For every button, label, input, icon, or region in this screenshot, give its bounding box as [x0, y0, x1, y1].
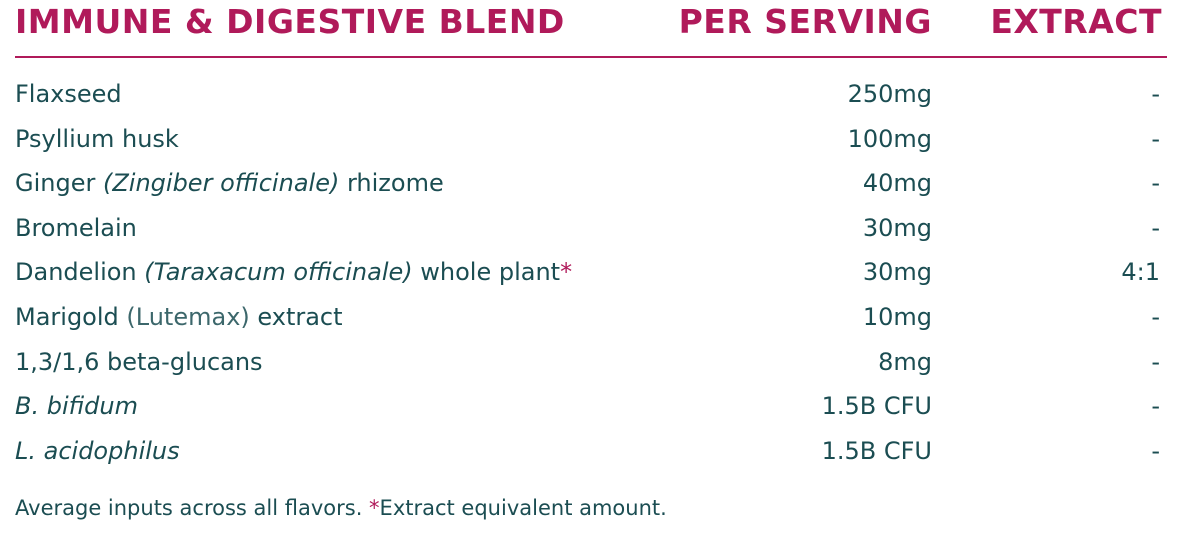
text-segment: Extract equivalent amount.: [379, 496, 667, 520]
text-segment: Bromelain: [15, 213, 137, 242]
per-serving: 250mg: [847, 80, 932, 108]
text-segment: (Taraxacum officinale): [144, 258, 413, 287]
extract-ratio: -: [1151, 169, 1160, 198]
ingredient-row: L. acidophilus 1.5B CFU -: [0, 437, 1200, 481]
header-rule: [15, 56, 1167, 58]
ingredient-row: B. bifidum 1.5B CFU -: [0, 392, 1200, 436]
header-extract: EXTRACT: [990, 2, 1162, 41]
ingredient-row: Flaxseed 250mg -: [0, 80, 1200, 124]
extract-ratio: 4:1: [1121, 258, 1160, 287]
text-segment: whole plant: [412, 258, 561, 287]
ingredient-row: Dandelion (Taraxacum officinale) whole p…: [0, 258, 1200, 302]
extract-ratio: -: [1151, 392, 1160, 421]
header-title: IMMUNE & DIGESTIVE BLEND: [15, 2, 565, 41]
extract-ratio: -: [1151, 213, 1160, 242]
text-segment: Marigold: [15, 303, 127, 331]
per-serving: 8mg: [878, 347, 932, 376]
per-serving: 30mg: [862, 258, 932, 287]
ingredient-name: Flaxseed: [15, 80, 122, 108]
text-segment: Dandelion: [15, 258, 145, 287]
text-segment: Ginger: [15, 169, 103, 198]
text-segment: rhizome: [339, 169, 444, 198]
text-segment: Flaxseed: [15, 80, 122, 108]
per-serving: 1.5B CFU: [821, 392, 932, 421]
ingredient-row: 1,3/1,6 beta-glucans 8mg -: [0, 348, 1200, 392]
text-segment: Psyllium husk: [15, 124, 179, 153]
text-segment: Average inputs across all flavors.: [15, 496, 370, 520]
ingredient-row: Marigold (Lutemax) extract 10mg -: [0, 303, 1200, 347]
text-segment: (Zingiber officinale): [102, 169, 340, 198]
extract-ratio: -: [1151, 80, 1160, 108]
ingredient-row: Bromelain 30mg -: [0, 214, 1200, 258]
per-serving: 10mg: [862, 303, 932, 331]
ingredient-row: Psyllium husk 100mg -: [0, 125, 1200, 169]
ingredient-name: Bromelain: [15, 214, 137, 242]
per-serving: 100mg: [847, 124, 932, 153]
per-serving: 40mg: [862, 169, 932, 198]
ingredient-name: 1,3/1,6 beta-glucans: [15, 348, 263, 376]
text-segment: 1,3/1,6 beta-glucans: [15, 347, 263, 376]
extract-ratio: -: [1151, 303, 1160, 331]
ingredient-name: Ginger (Zingiber officinale) rhizome: [15, 169, 444, 197]
text-segment: *: [369, 496, 380, 520]
ingredient-row: Ginger (Zingiber officinale) rhizome 40mg…: [0, 169, 1200, 213]
text-segment: B. bifidum: [15, 392, 138, 421]
per-serving: 30mg: [862, 213, 932, 242]
per-serving: 1.5B CFU: [821, 436, 932, 465]
extract-ratio: -: [1151, 436, 1160, 465]
header-per-serving: PER SERVING: [678, 2, 932, 41]
text-segment: (Lutemax): [126, 303, 250, 331]
ingredient-name: L. acidophilus: [15, 437, 180, 465]
ingredient-name: Dandelion (Taraxacum officinale) whole p…: [15, 258, 572, 286]
ingredient-name: B. bifidum: [15, 392, 138, 420]
text-segment: *: [560, 258, 573, 287]
extract-ratio: -: [1151, 347, 1160, 376]
ingredient-name: Psyllium husk: [15, 125, 179, 153]
footnote: Average inputs across all flavors. *Extr…: [15, 496, 667, 520]
text-segment: extract: [249, 303, 343, 331]
text-segment: L. acidophilus: [15, 436, 180, 465]
extract-ratio: -: [1151, 124, 1160, 153]
ingredient-name: Marigold (Lutemax) extract: [15, 303, 343, 331]
